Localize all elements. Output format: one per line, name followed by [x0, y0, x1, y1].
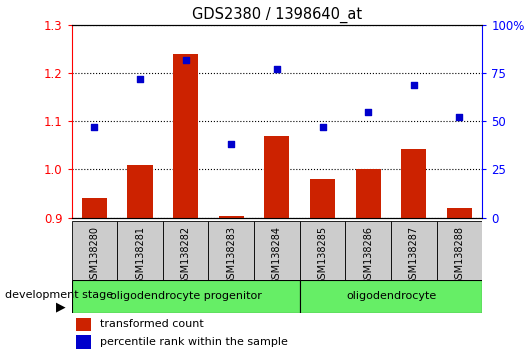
Text: GSM138281: GSM138281 — [135, 226, 145, 285]
Text: GSM138288: GSM138288 — [455, 226, 464, 285]
Text: development stage: development stage — [5, 290, 113, 300]
Bar — [300, 280, 482, 313]
Bar — [117, 221, 163, 280]
Text: transformed count: transformed count — [100, 319, 204, 329]
Bar — [356, 170, 381, 218]
Point — [455, 115, 464, 120]
Point — [319, 124, 327, 130]
Bar — [346, 221, 391, 280]
Bar — [76, 318, 92, 331]
Bar — [72, 280, 300, 313]
Text: GSM138282: GSM138282 — [181, 226, 191, 285]
Text: GSM138285: GSM138285 — [317, 226, 328, 285]
Point — [181, 57, 190, 62]
Bar — [254, 221, 300, 280]
Bar — [82, 199, 107, 218]
Bar — [447, 208, 472, 218]
Point — [136, 76, 144, 82]
Text: GSM138287: GSM138287 — [409, 226, 419, 285]
Bar — [310, 179, 335, 218]
Bar — [173, 54, 198, 218]
Bar — [401, 149, 427, 218]
Text: oligodendrocyte: oligodendrocyte — [346, 291, 436, 302]
Point — [410, 82, 418, 87]
Bar — [300, 221, 346, 280]
Bar — [437, 221, 482, 280]
Bar — [219, 216, 244, 218]
Text: GSM138284: GSM138284 — [272, 226, 282, 285]
Bar — [391, 221, 437, 280]
Text: GSM138280: GSM138280 — [90, 226, 99, 285]
Bar — [127, 165, 153, 218]
Point — [364, 109, 373, 114]
Bar — [208, 221, 254, 280]
Point — [227, 142, 235, 147]
Bar — [264, 136, 289, 218]
Bar — [76, 335, 92, 349]
Text: percentile rank within the sample: percentile rank within the sample — [100, 337, 288, 347]
Point — [90, 124, 99, 130]
Text: ▶: ▶ — [56, 300, 66, 313]
Text: GSM138283: GSM138283 — [226, 226, 236, 285]
Title: GDS2380 / 1398640_at: GDS2380 / 1398640_at — [192, 7, 362, 23]
Bar — [163, 221, 208, 280]
Point — [273, 66, 281, 72]
Text: oligodendrocyte progenitor: oligodendrocyte progenitor — [110, 291, 262, 302]
Text: GSM138286: GSM138286 — [363, 226, 373, 285]
Bar — [72, 221, 117, 280]
